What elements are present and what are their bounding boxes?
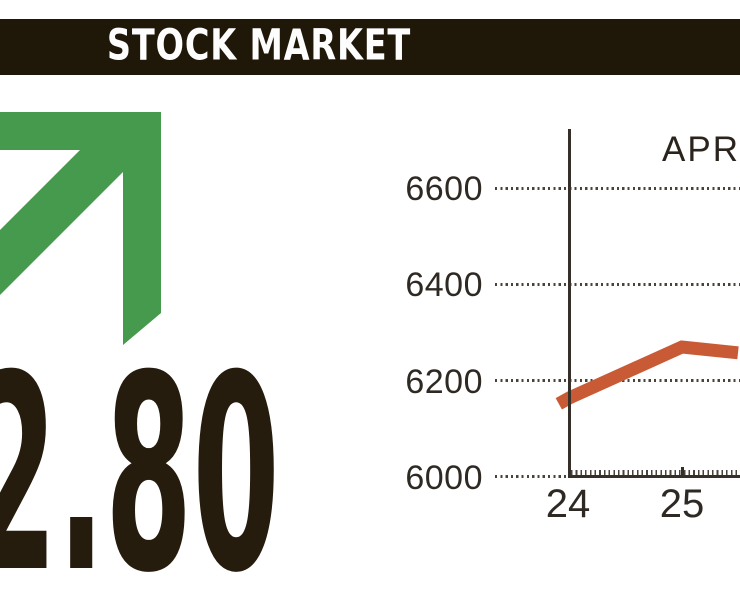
x-axis-minor-ticks bbox=[571, 470, 740, 475]
gridline-6000 bbox=[495, 475, 570, 478]
y-tick-label: 6000 bbox=[405, 459, 483, 497]
gridline-6400 bbox=[495, 283, 740, 286]
page-title: STOCK MARKET bbox=[106, 20, 412, 71]
x-tick-label: 25 bbox=[659, 482, 705, 526]
y-tick-label: 6400 bbox=[405, 266, 483, 304]
month-label: APR bbox=[662, 130, 740, 169]
x-tick-label: 24 bbox=[545, 482, 591, 526]
y-tick-label: 6600 bbox=[405, 170, 483, 208]
x-axis-tick-25 bbox=[681, 467, 684, 476]
up-right-trend-arrow-icon bbox=[0, 112, 161, 345]
gridline-6200 bbox=[495, 379, 740, 382]
y-tick-label: 6200 bbox=[405, 363, 483, 401]
index-change-value: 2.80 bbox=[0, 317, 280, 600]
header-bar: STOCK MARKET bbox=[0, 19, 740, 75]
x-axis-line bbox=[570, 475, 740, 478]
gridline-6600 bbox=[495, 187, 740, 190]
y-axis-line bbox=[568, 129, 571, 478]
